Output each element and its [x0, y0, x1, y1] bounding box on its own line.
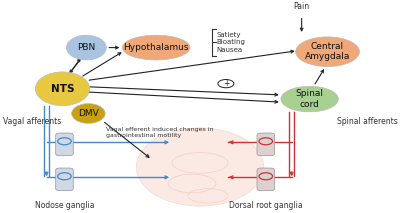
FancyBboxPatch shape — [257, 168, 274, 191]
Ellipse shape — [281, 86, 338, 112]
Text: Vagal afferents: Vagal afferents — [3, 117, 61, 126]
Text: Dorsal root ganglia: Dorsal root ganglia — [229, 201, 302, 210]
Text: Vagal efferent induced changes in
gastrointestinal motility: Vagal efferent induced changes in gastro… — [106, 127, 214, 138]
Text: Spinal
cord: Spinal cord — [296, 89, 324, 109]
Text: DMV: DMV — [78, 109, 99, 118]
Ellipse shape — [122, 35, 190, 60]
Text: Spinal afferents: Spinal afferents — [336, 117, 397, 126]
Ellipse shape — [72, 104, 105, 123]
Ellipse shape — [66, 35, 106, 60]
FancyBboxPatch shape — [56, 168, 73, 191]
Ellipse shape — [136, 128, 264, 206]
Ellipse shape — [296, 37, 360, 66]
Text: Satiety
Bloating
Nausea: Satiety Bloating Nausea — [217, 32, 246, 53]
Text: Pain: Pain — [294, 1, 310, 10]
Text: NTS: NTS — [51, 84, 74, 94]
Text: Central
Amygdala: Central Amygdala — [305, 42, 350, 61]
FancyBboxPatch shape — [257, 133, 274, 156]
Text: Hypothalamus: Hypothalamus — [124, 43, 189, 52]
FancyBboxPatch shape — [56, 133, 73, 156]
Text: +: + — [223, 79, 229, 88]
Text: Nodose ganglia: Nodose ganglia — [35, 201, 94, 210]
Text: PBN: PBN — [77, 43, 96, 52]
Ellipse shape — [35, 72, 90, 106]
